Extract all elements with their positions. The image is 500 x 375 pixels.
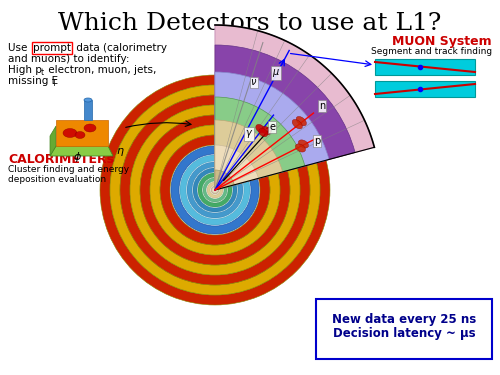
Wedge shape (203, 178, 227, 202)
Text: $\phi$: $\phi$ (73, 150, 82, 164)
Text: MUON System: MUON System (392, 35, 492, 48)
Wedge shape (140, 115, 290, 265)
Text: data (calorimetry: data (calorimetry (73, 43, 167, 53)
Wedge shape (215, 25, 374, 190)
Text: New data every 25 ns: New data every 25 ns (332, 313, 476, 326)
Ellipse shape (296, 144, 306, 152)
Text: t: t (41, 68, 44, 77)
Text: Cluster finding and energy
deposition evaluation: Cluster finding and energy deposition ev… (8, 165, 129, 184)
Wedge shape (215, 145, 258, 190)
Wedge shape (150, 125, 280, 255)
FancyBboxPatch shape (375, 59, 475, 75)
Text: Segment and track finding: Segment and track finding (371, 47, 492, 56)
Text: T: T (52, 79, 56, 88)
Text: electron, muon, jets,: electron, muon, jets, (45, 65, 156, 75)
Wedge shape (130, 105, 300, 275)
Ellipse shape (84, 98, 92, 102)
Polygon shape (56, 120, 108, 146)
Wedge shape (110, 85, 320, 295)
Wedge shape (215, 45, 355, 190)
Wedge shape (207, 182, 223, 198)
Text: p: p (314, 136, 320, 146)
Text: High p: High p (8, 65, 42, 75)
Ellipse shape (84, 124, 96, 132)
Wedge shape (215, 72, 329, 190)
Text: Use: Use (8, 43, 30, 53)
Ellipse shape (298, 140, 308, 148)
Ellipse shape (256, 124, 264, 133)
Ellipse shape (292, 119, 302, 129)
Text: $\gamma$: $\gamma$ (245, 128, 253, 140)
FancyBboxPatch shape (316, 299, 492, 359)
Wedge shape (215, 120, 282, 190)
Polygon shape (50, 126, 56, 156)
Wedge shape (120, 95, 310, 285)
Ellipse shape (63, 129, 77, 138)
Text: e: e (269, 122, 275, 132)
Wedge shape (160, 135, 270, 245)
Text: $\mu$: $\mu$ (272, 67, 280, 79)
Text: CALORIMETERs: CALORIMETERs (8, 153, 114, 166)
Text: prompt: prompt (33, 43, 71, 53)
Wedge shape (171, 146, 259, 234)
Text: n: n (319, 101, 325, 111)
Wedge shape (187, 162, 243, 218)
Text: missing E: missing E (8, 76, 58, 86)
Text: $\eta$: $\eta$ (116, 146, 124, 158)
Wedge shape (215, 97, 305, 190)
Wedge shape (198, 173, 232, 207)
FancyBboxPatch shape (375, 81, 475, 97)
Wedge shape (211, 186, 219, 194)
Text: $\nu$: $\nu$ (250, 77, 258, 87)
Wedge shape (193, 168, 237, 212)
Bar (84, 100, 92, 120)
Ellipse shape (262, 126, 270, 135)
Wedge shape (100, 75, 330, 305)
Wedge shape (180, 155, 250, 225)
Polygon shape (50, 146, 113, 156)
Ellipse shape (296, 116, 306, 126)
Text: Which Detectors to use at L1?: Which Detectors to use at L1? (58, 12, 442, 35)
Text: Decision latency ~ μs: Decision latency ~ μs (332, 327, 476, 340)
Wedge shape (212, 187, 218, 193)
Text: and muons) to identify:: and muons) to identify: (8, 54, 130, 64)
Ellipse shape (75, 132, 85, 138)
Ellipse shape (259, 128, 268, 137)
Wedge shape (215, 170, 234, 190)
